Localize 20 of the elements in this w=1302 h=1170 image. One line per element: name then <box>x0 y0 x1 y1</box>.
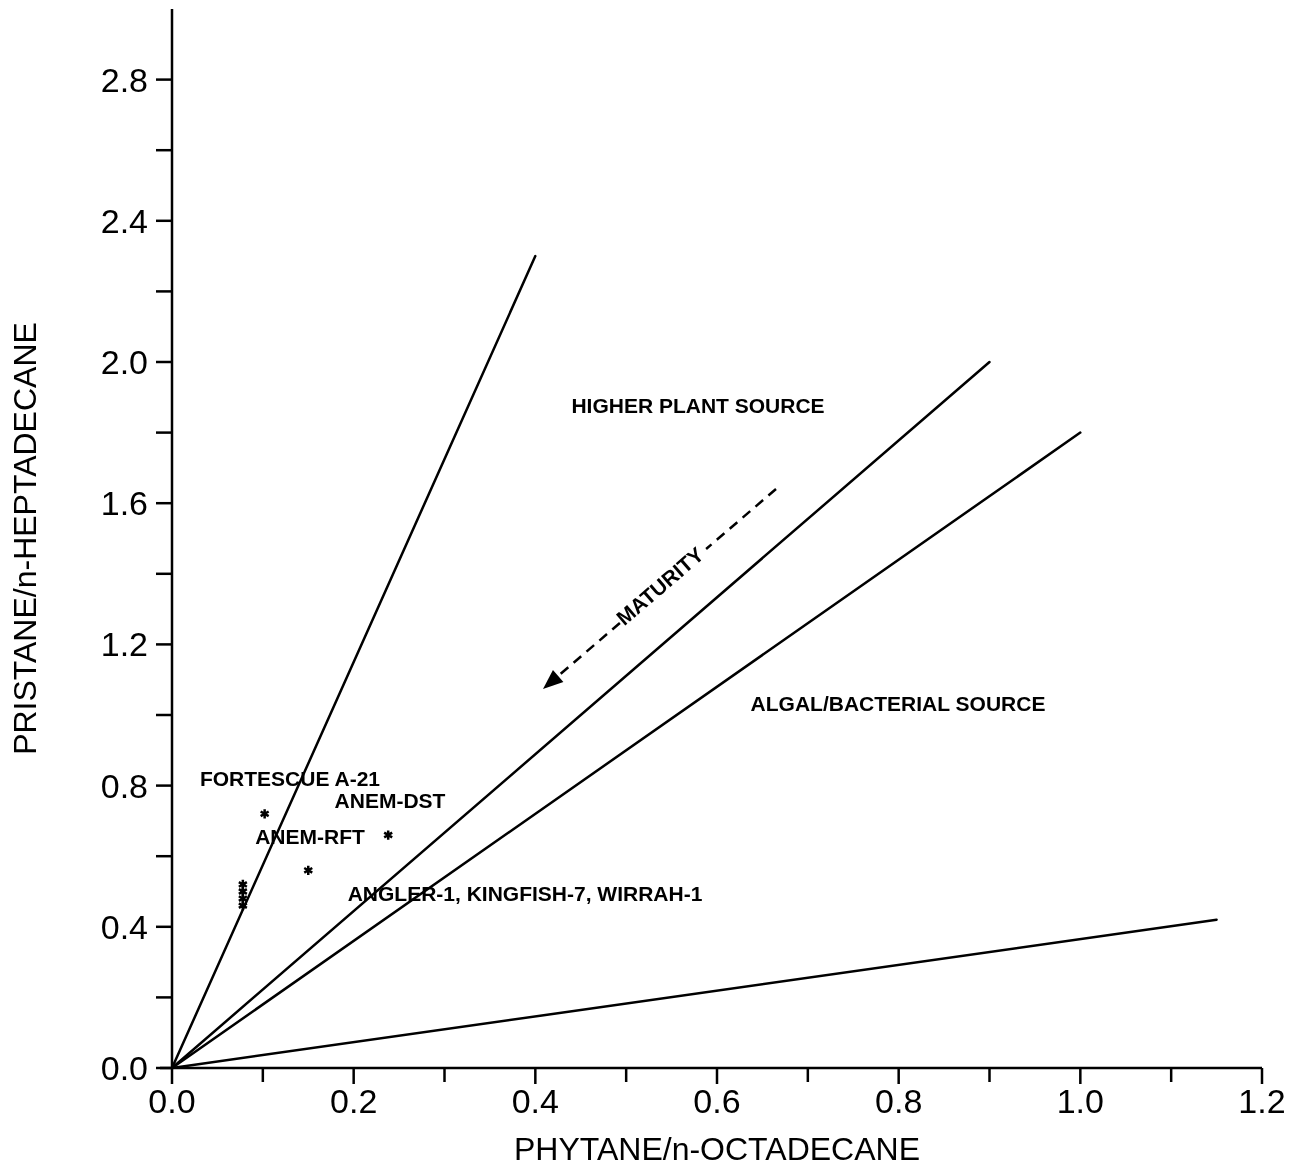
x-tick-label: 0.6 <box>693 1082 741 1120</box>
x-tick-label: 0.4 <box>511 1082 559 1120</box>
x-tick-label: 0.2 <box>330 1082 378 1120</box>
x-tick-label: 0.0 <box>148 1082 196 1120</box>
y-tick-label: 2.4 <box>100 201 148 240</box>
x-tick-label: 1.0 <box>1056 1082 1104 1120</box>
annotation: ALGAL/BACTERIAL SOURCE <box>750 691 1046 715</box>
y-tick-label: 0.4 <box>100 907 148 946</box>
annotation: HIGHER PLANT SOURCE <box>571 393 825 417</box>
annotation: ANEM-DST <box>334 788 446 812</box>
y-tick-label: 0.0 <box>100 1049 148 1087</box>
y-axis-title: PRISTANE/n-HEPTADECANE <box>7 322 43 755</box>
y-tick-label: 2.0 <box>100 343 148 381</box>
y-tick-label: 2.8 <box>100 60 148 99</box>
y-tick-label: 0.8 <box>100 766 148 805</box>
x-tick-label: 1.2 <box>1238 1082 1286 1120</box>
x-tick-label: 0.8 <box>875 1082 923 1120</box>
y-tick-label: 1.2 <box>100 625 148 664</box>
y-tick-label: 1.6 <box>100 484 148 523</box>
x-axis-title: PHYTANE/n-OCTADECANE <box>514 1131 920 1167</box>
